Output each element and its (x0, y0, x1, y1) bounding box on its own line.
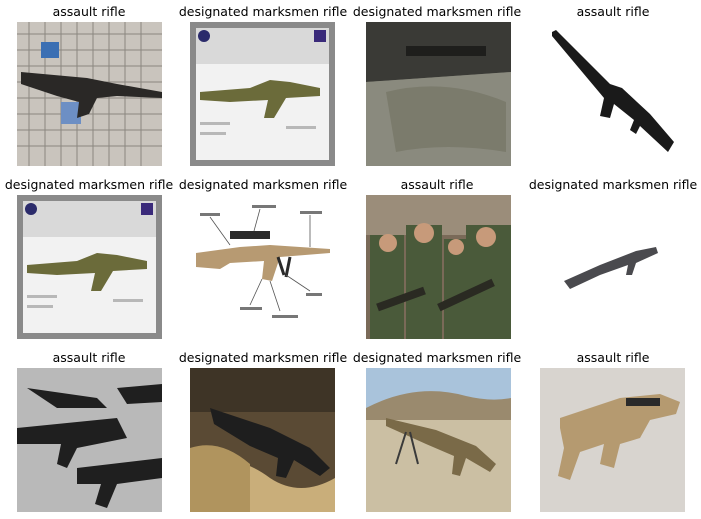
rifle-receiver-closeup-image (366, 22, 511, 166)
rifles-pile-image (17, 368, 162, 512)
grid-cell: designated marksmen rifle (176, 173, 350, 343)
soldiers-with-rifles-image (366, 195, 511, 339)
rifle-small-white-background-image (540, 195, 685, 339)
grid-cell: assault rifle (526, 0, 700, 170)
image-label: designated marksmen rifle (352, 350, 522, 365)
grid-cell: assault rifle (2, 346, 176, 516)
grid-cell: designated marksmen rifle (526, 173, 700, 343)
image-label: designated marksmen rifle (4, 177, 174, 192)
image-label: assault rifle (52, 4, 126, 19)
image-label: designated marksmen rifle (178, 4, 348, 19)
grid-cell: designated marksmen rifle (350, 0, 524, 170)
grid-cell: assault rifle (350, 173, 524, 343)
rifle-on-sandbags-image (190, 368, 335, 512)
rifle-on-wall-image (17, 22, 162, 166)
image-label: designated marksmen rifle (352, 4, 522, 19)
grid-cell: assault rifle (526, 346, 700, 516)
rifle-on-bipod-desert-image (366, 368, 511, 512)
image-label: assault rifle (576, 350, 650, 365)
grid-cell: designated marksmen rifle (2, 173, 176, 343)
rifle-infographic-image (17, 195, 162, 339)
grid-cell: designated marksmen rifle (176, 346, 350, 516)
image-label: assault rifle (400, 177, 474, 192)
image-label: designated marksmen rifle (178, 350, 348, 365)
image-label: assault rifle (52, 350, 126, 365)
image-label: designated marksmen rifle (528, 177, 698, 192)
tan-rifle-studio-image (540, 368, 685, 512)
grid-cell: designated marksmen rifle (176, 0, 350, 170)
grid-cell: assault rifle (2, 0, 176, 170)
image-label: designated marksmen rifle (178, 177, 348, 192)
rifle-annotated-diagram-image (190, 195, 335, 339)
rifle-infographic-image (190, 22, 335, 166)
rifle-white-background-image (540, 22, 685, 166)
grid-cell: designated marksmen rifle (350, 346, 524, 516)
image-label: assault rifle (576, 4, 650, 19)
